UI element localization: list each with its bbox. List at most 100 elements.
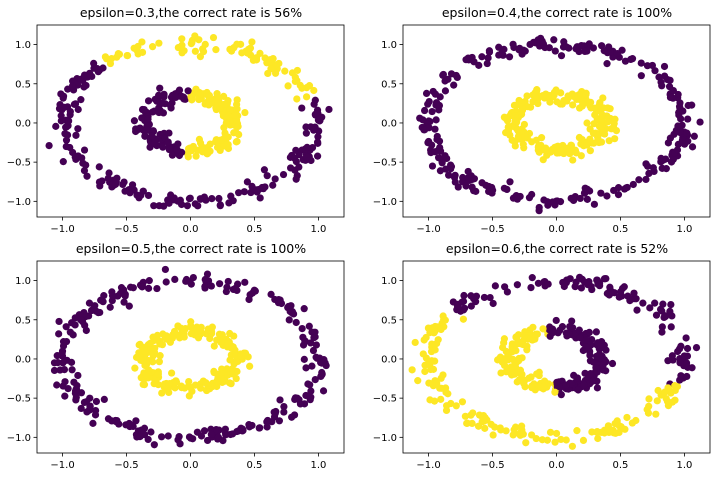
class-1-point (491, 423, 499, 431)
class-0-point (59, 342, 68, 350)
class-1-point (199, 48, 208, 56)
class-1-point (510, 137, 518, 145)
class-0-point (643, 62, 652, 70)
class-0-point (60, 365, 69, 374)
class-1-point (155, 39, 163, 47)
class-1-point (532, 330, 540, 338)
class-1-point (500, 361, 509, 369)
class-0-point (203, 270, 212, 278)
class-1-point (421, 367, 429, 376)
x-tick-label: −0.5 (480, 224, 504, 235)
class-0-point (462, 182, 470, 190)
class-0-point (148, 132, 156, 140)
class-1-point (546, 98, 554, 106)
class-0-point (585, 328, 593, 337)
class-1-point (632, 416, 640, 425)
class-0-point (72, 393, 80, 402)
class-0-point (314, 139, 322, 147)
class-0-point (176, 440, 184, 448)
class-0-point (441, 87, 450, 95)
class-0-point (160, 90, 168, 98)
class-0-point (594, 339, 602, 347)
class-0-point (172, 93, 180, 102)
class-1-point (532, 136, 540, 144)
class-1-point (509, 355, 517, 363)
class-0-point (684, 101, 692, 110)
class-0-point (150, 202, 158, 210)
y-tick-label: −1.0 (7, 197, 31, 208)
class-0-point (544, 280, 552, 288)
class-0-point (108, 292, 117, 300)
class-1-point (411, 338, 419, 347)
class-1-point (168, 369, 176, 377)
class-0-point (144, 284, 153, 292)
class-1-point (180, 333, 188, 341)
class-1-point (463, 419, 472, 427)
class-0-point (308, 362, 316, 370)
class-0-point (68, 366, 76, 374)
class-0-point (568, 317, 576, 325)
class-0-point (239, 426, 247, 435)
class-1-point (134, 42, 142, 51)
class-0-point (171, 275, 179, 284)
x-tick-label: −1.0 (416, 224, 440, 235)
class-0-point (637, 72, 645, 80)
class-1-point (197, 384, 205, 392)
class-1-point (205, 93, 213, 101)
class-0-point (635, 176, 643, 184)
class-0-point (82, 81, 90, 90)
class-0-point (280, 408, 288, 416)
class-0-point (683, 129, 691, 137)
class-0-point (596, 282, 604, 290)
class-0-point (150, 441, 158, 449)
class-1-point (187, 318, 195, 326)
class-0-point (77, 96, 85, 104)
class-0-point (459, 173, 467, 182)
class-1-point (234, 122, 242, 131)
class-1-point (591, 111, 599, 119)
class-1-point (604, 422, 612, 430)
class-1-point (226, 106, 234, 114)
class-1-point (424, 324, 432, 332)
class-1-point (437, 395, 445, 403)
class-0-point (187, 434, 195, 442)
class-0-point (491, 282, 499, 290)
class-1-point (217, 136, 225, 144)
class-1-point (513, 126, 522, 134)
x-tick-label: 1.0 (310, 460, 326, 471)
class-1-point (511, 117, 519, 125)
class-0-point (245, 421, 253, 429)
class-0-point (651, 299, 659, 307)
class-1-point (264, 69, 272, 78)
class-1-point (428, 357, 436, 365)
class-0-point (79, 310, 87, 318)
class-1-point (237, 352, 245, 360)
class-0-point (264, 416, 272, 425)
class-0-point (571, 283, 579, 291)
class-1-point (159, 330, 167, 338)
class-0-point (225, 199, 233, 207)
class-0-point (292, 146, 300, 154)
class-0-point (157, 433, 166, 441)
class-0-point (470, 58, 478, 66)
class-0-point (144, 115, 152, 123)
class-1-point (552, 86, 560, 94)
class-0-point (557, 52, 566, 60)
class-0-point (121, 290, 129, 298)
class-0-point (86, 402, 94, 410)
class-0-point (97, 296, 105, 304)
class-0-point (462, 56, 470, 64)
class-0-point (186, 194, 194, 202)
class-1-point (596, 107, 604, 115)
class-0-point (233, 286, 241, 294)
class-0-point (68, 82, 77, 90)
class-0-point (57, 117, 65, 125)
class-0-point (147, 428, 155, 436)
class-1-point (654, 386, 662, 395)
class-1-point (573, 427, 581, 435)
class-0-point (428, 107, 436, 116)
class-0-point (658, 82, 666, 90)
class-0-point (91, 411, 100, 419)
y-tick-label: −1.0 (7, 433, 31, 444)
class-0-point (637, 59, 645, 67)
